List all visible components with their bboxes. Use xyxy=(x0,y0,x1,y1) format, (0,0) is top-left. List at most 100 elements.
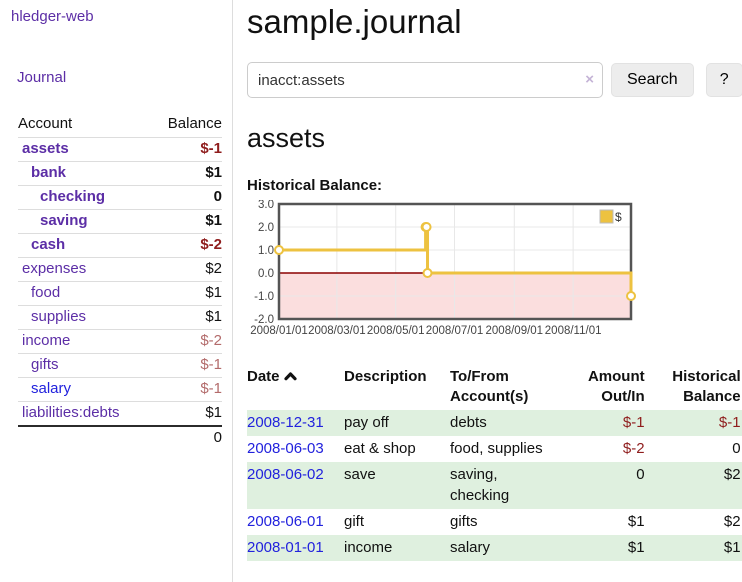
transaction-accounts: saving, checking xyxy=(450,466,510,504)
account-balance: $1 xyxy=(150,281,222,306)
svg-text:2008/05/01: 2008/05/01 xyxy=(367,325,425,337)
register-row: 2008-06-02 save saving, checking 0 $2 xyxy=(247,462,742,509)
accounts-header-account: Account xyxy=(18,115,73,132)
account-link-checking[interactable]: checking xyxy=(40,188,106,205)
transaction-description: gift xyxy=(344,513,365,530)
account-row: liabilities:debts $1 xyxy=(18,401,222,426)
transaction-balance: $-1 xyxy=(718,414,741,431)
register-header-row: Date Description To/From Account(s) Amou… xyxy=(247,365,742,410)
accounts-total-row: 0 xyxy=(18,425,222,450)
transaction-description: pay off xyxy=(344,414,389,431)
svg-text:-2.0: -2.0 xyxy=(254,314,274,326)
account-link-supplies[interactable]: supplies xyxy=(31,308,87,325)
account-row: bank $1 xyxy=(18,161,222,186)
register-header-date[interactable]: Date xyxy=(247,365,344,410)
search-input[interactable] xyxy=(247,62,603,98)
chart-legend: $ xyxy=(599,209,622,224)
account-row: saving $1 xyxy=(18,209,222,234)
transaction-accounts: food, supplies xyxy=(450,440,543,457)
transaction-balance: $2 xyxy=(723,513,741,530)
svg-text:2008/01/01: 2008/01/01 xyxy=(250,325,308,337)
transaction-amount: $1 xyxy=(627,539,645,556)
account-balance: 0 xyxy=(150,185,222,210)
account-link-bank[interactable]: bank xyxy=(31,164,67,181)
account-balance: $-1 xyxy=(150,353,222,378)
account-row: income $-2 xyxy=(18,329,222,354)
transaction-date-link[interactable]: 2008-12-31 xyxy=(247,414,324,431)
sidebar-item-journal[interactable]: Journal xyxy=(17,69,67,86)
app-title-link[interactable]: hledger-web xyxy=(11,8,94,25)
transaction-balance: $2 xyxy=(723,466,741,483)
account-row: salary $-1 xyxy=(18,377,222,402)
register-row: 2008-12-31 pay off debts $-1 $-1 xyxy=(247,410,742,436)
account-balance: $1 xyxy=(150,209,222,234)
svg-text:$: $ xyxy=(615,210,622,224)
transaction-date-link[interactable]: 2008-06-03 xyxy=(247,440,324,457)
accounts-header-row: Account Balance xyxy=(18,112,222,138)
historical-balance-chart: 3.0 2.0 1.0 0.0 -1.0 -2.0 2008/01/01 2008/03/01… xyxy=(247,199,742,347)
svg-text:2.0: 2.0 xyxy=(258,222,274,234)
accounts-header-balance: Balance xyxy=(167,115,222,132)
account-row: cash $-2 xyxy=(18,233,222,258)
account-row: supplies $1 xyxy=(18,305,222,330)
account-link-income[interactable]: income xyxy=(22,332,71,349)
transaction-amount: $1 xyxy=(627,513,645,530)
transaction-amount: $-2 xyxy=(622,440,645,457)
transaction-date-link[interactable]: 2008-01-01 xyxy=(247,539,324,556)
page-title: sample.journal xyxy=(247,3,462,40)
transaction-accounts: salary xyxy=(450,539,491,556)
register-row: 2008-06-03 eat & shop food, supplies $-2… xyxy=(247,436,742,462)
account-row: assets $-1 xyxy=(18,137,222,162)
register-row: 2008-01-01 income salary $1 $1 xyxy=(247,535,742,561)
account-balance: $2 xyxy=(150,257,222,282)
main-content: sample.journal × Search ? assets Histori… xyxy=(233,0,742,582)
svg-text:2008/07/01: 2008/07/01 xyxy=(426,325,484,337)
accounts-total-balance: 0 xyxy=(150,425,222,450)
register-header-amount: Amount Out/In xyxy=(587,368,645,405)
svg-text:-1.0: -1.0 xyxy=(254,291,274,303)
sidebar: hledger-web Journal Account Balance asse… xyxy=(0,0,233,582)
register-table: Date Description To/From Account(s) Amou… xyxy=(247,365,742,561)
account-link-expenses[interactable]: expenses xyxy=(22,260,87,277)
svg-text:3.0: 3.0 xyxy=(258,200,274,211)
search-button[interactable]: Search xyxy=(611,63,694,97)
transaction-description: eat & shop xyxy=(344,440,416,457)
account-link-liabilities-debts[interactable]: liabilities:debts xyxy=(22,404,120,421)
transaction-description: save xyxy=(344,466,376,483)
transaction-accounts: debts xyxy=(450,414,487,431)
account-row: gifts $-1 xyxy=(18,353,222,378)
account-link-gifts[interactable]: gifts xyxy=(31,356,59,373)
transaction-accounts: gifts xyxy=(450,513,478,530)
account-link-cash[interactable]: cash xyxy=(31,236,66,253)
transaction-balance: $1 xyxy=(723,539,741,556)
sort-ascending-icon xyxy=(283,368,297,388)
transaction-description: income xyxy=(344,539,393,556)
help-button[interactable]: ? xyxy=(705,63,742,97)
transaction-date-link[interactable]: 2008-06-01 xyxy=(247,513,324,530)
account-link-food[interactable]: food xyxy=(31,284,61,301)
account-balance: $1 xyxy=(150,401,222,426)
register-row: 2008-06-01 gift gifts $1 $2 xyxy=(247,509,742,535)
account-link-assets[interactable]: assets xyxy=(22,140,69,157)
svg-text:2008/11/01: 2008/11/01 xyxy=(545,325,602,337)
accounts-table: Account Balance assets $-1 bank $1 check… xyxy=(18,112,222,450)
account-balance: $-1 xyxy=(150,137,222,162)
transaction-date-link[interactable]: 2008-06-02 xyxy=(247,466,324,483)
chart-label: Historical Balance: xyxy=(247,177,383,194)
register-header-accounts: To/From Account(s) xyxy=(450,368,529,405)
account-row: checking 0 xyxy=(18,185,222,210)
account-row: food $1 xyxy=(18,281,222,306)
clear-search-icon[interactable]: × xyxy=(585,71,594,88)
svg-text:0.0: 0.0 xyxy=(258,268,274,280)
register-header-balance: Historical Balance xyxy=(672,368,741,405)
account-heading: assets xyxy=(247,123,326,153)
transaction-balance: 0 xyxy=(732,440,741,457)
svg-text:2008/09/01: 2008/09/01 xyxy=(486,325,544,337)
transaction-amount: $-1 xyxy=(622,414,645,431)
transaction-amount: 0 xyxy=(636,466,645,483)
account-link-salary[interactable]: salary xyxy=(31,380,72,397)
account-balance: $-1 xyxy=(150,377,222,402)
account-link-saving[interactable]: saving xyxy=(40,212,88,229)
